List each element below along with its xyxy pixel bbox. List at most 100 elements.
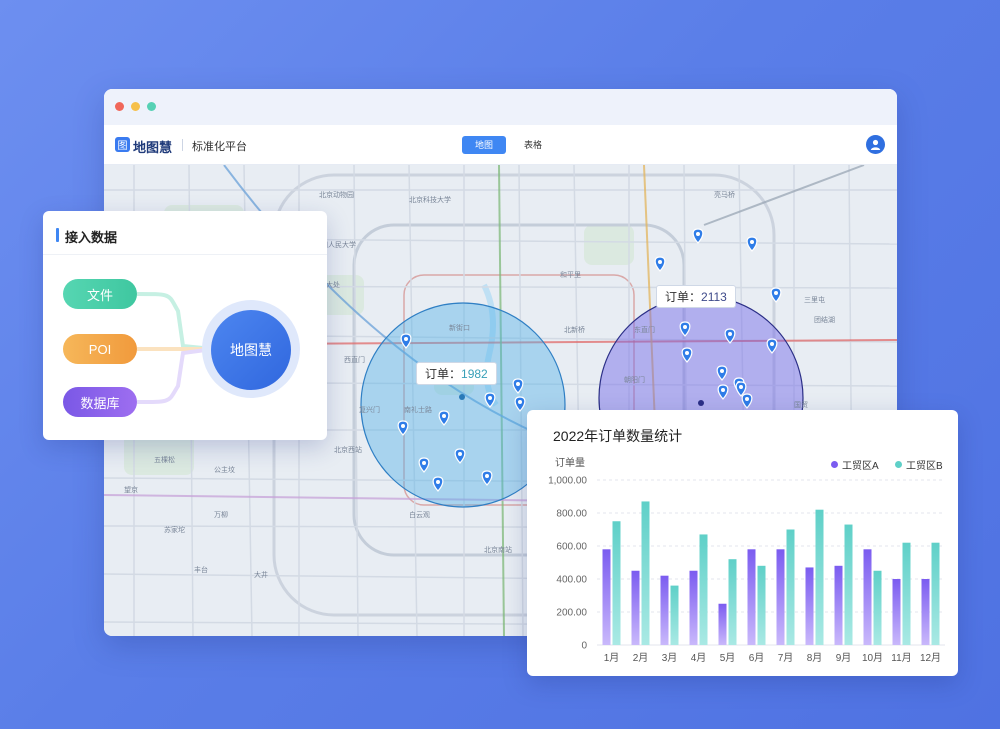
- bar-series-b[interactable]: [670, 585, 679, 645]
- map-pin-icon[interactable]: [692, 228, 704, 244]
- map-place-label: 公主坟: [214, 467, 235, 474]
- map-pin-icon[interactable]: [654, 256, 666, 272]
- x-tick-label: 8月: [807, 652, 823, 664]
- map-place-label: 丰台: [194, 567, 208, 574]
- map-pin-icon[interactable]: [735, 381, 747, 397]
- x-tick-label: 3月: [662, 652, 678, 664]
- source-poi-button[interactable]: POI: [63, 334, 137, 364]
- chart-title: 2022年订单数量统计: [553, 428, 683, 444]
- map-pin-icon[interactable]: [432, 476, 444, 492]
- legend-series-b[interactable]: 工贸区B: [895, 457, 943, 472]
- bar-series-b[interactable]: [757, 565, 766, 645]
- bar-series-b[interactable]: [612, 521, 621, 645]
- map-place-label: 西直门: [344, 357, 365, 364]
- map-place-label: 南礼士路: [404, 407, 432, 414]
- brand-name: 地图慧: [133, 140, 173, 155]
- map-pin-icon[interactable]: [454, 448, 466, 464]
- map-pin-icon[interactable]: [400, 333, 412, 349]
- source-file-button[interactable]: 文件: [63, 279, 137, 309]
- map-place-label: 团结湖: [814, 317, 835, 324]
- minimize-window-button[interactable]: [131, 102, 140, 111]
- map-place-label: 苏家坨: [164, 527, 185, 534]
- map-place-label: 国贸: [794, 402, 808, 409]
- map-pin-icon[interactable]: [716, 365, 728, 381]
- tab-table[interactable]: 表格: [524, 140, 543, 150]
- header-divider: [182, 139, 183, 151]
- map-pin-icon[interactable]: [770, 287, 782, 303]
- bar-series-a[interactable]: [689, 570, 698, 645]
- map-pin-icon[interactable]: [514, 396, 526, 412]
- map-pin-icon[interactable]: [397, 420, 409, 436]
- bar-series-a[interactable]: [921, 579, 930, 645]
- source-database-button[interactable]: 数据库: [63, 387, 137, 417]
- legend-swatch-b: [895, 461, 902, 468]
- map-place-label: 大井: [254, 572, 268, 579]
- title-accent-bar: [56, 228, 59, 242]
- bar-series-a[interactable]: [805, 567, 814, 645]
- map-pin-icon[interactable]: [679, 321, 691, 337]
- map-pin-icon[interactable]: [746, 236, 758, 252]
- bar-series-b[interactable]: [699, 534, 708, 645]
- order-label-text: 订单：: [665, 290, 702, 304]
- bar-series-a[interactable]: [660, 575, 669, 645]
- bar-series-b[interactable]: [728, 559, 737, 645]
- y-axis-label: 订单量: [555, 457, 585, 469]
- bar-series-b[interactable]: [786, 529, 795, 646]
- map-place-label: 白云观: [409, 512, 430, 519]
- bar-series-a[interactable]: [631, 570, 640, 645]
- x-tick-label: 6月: [749, 652, 765, 664]
- map-place-label: 中国人民大学: [314, 242, 356, 249]
- map-place-label: 北京科技大学: [409, 197, 451, 204]
- bar-series-a[interactable]: [863, 549, 872, 645]
- x-tick-label: 5月: [720, 652, 736, 664]
- y-tick-label: 400.00: [556, 575, 587, 586]
- bar-series-b[interactable]: [641, 501, 650, 645]
- cluster-1[interactable]: [360, 302, 566, 508]
- bar-series-a[interactable]: [776, 549, 785, 645]
- map-place-label: 和平里: [560, 272, 581, 279]
- user-avatar-icon[interactable]: [866, 135, 885, 154]
- order-label-cluster-2[interactable]: 订单：2113: [656, 285, 736, 308]
- bar-series-a[interactable]: [602, 549, 611, 645]
- y-tick-label: 0: [581, 641, 587, 652]
- map-pin-icon[interactable]: [741, 393, 753, 409]
- lake: [481, 283, 499, 407]
- map-place-label: 新街口: [449, 325, 470, 332]
- map-pin-icon[interactable]: [717, 384, 729, 400]
- app-header: 图 地图慧 标准化平台 地图 表格: [104, 125, 897, 165]
- bar-chart: 订单量 0 200.00 400.00 600.00 800.00 1,000.00 1月 2月…: [548, 457, 945, 664]
- map-pin-icon[interactable]: [766, 338, 778, 354]
- bar-series-a[interactable]: [892, 579, 901, 645]
- cluster-2-center: [698, 400, 704, 406]
- panel-title: 接入数据: [65, 230, 118, 245]
- legend-series-a[interactable]: 工贸区A: [831, 457, 879, 472]
- map-pin-icon[interactable]: [724, 328, 736, 344]
- y-tick-label: 1,000.00: [548, 476, 587, 487]
- map-place-label: 亮马桥: [714, 192, 735, 199]
- bar-series-b[interactable]: [873, 570, 882, 645]
- bar-series-a[interactable]: [834, 565, 843, 645]
- bar-series-b[interactable]: [931, 542, 940, 645]
- map-pin-icon[interactable]: [484, 392, 496, 408]
- map-pin-icon[interactable]: [681, 347, 693, 363]
- bar-series-a[interactable]: [718, 603, 727, 645]
- hub-node[interactable]: 地图慧: [211, 310, 291, 390]
- map-pin-icon[interactable]: [512, 378, 524, 394]
- map-pin-icon[interactable]: [438, 410, 450, 426]
- platform-name: 标准化平台: [192, 141, 247, 153]
- street: [353, 165, 359, 636]
- y-tick-label: 600.00: [556, 542, 587, 553]
- map-pin-icon[interactable]: [481, 470, 493, 486]
- tab-map[interactable]: 地图: [462, 136, 506, 154]
- bar-series-a[interactable]: [747, 549, 756, 645]
- cluster-1-area[interactable]: [360, 302, 566, 508]
- close-window-button[interactable]: [115, 102, 124, 111]
- map-place-label: 北京南站: [484, 547, 512, 554]
- bar-series-b[interactable]: [844, 524, 853, 645]
- bar-series-b[interactable]: [902, 542, 911, 645]
- map-pin-icon[interactable]: [418, 457, 430, 473]
- bar-series-b[interactable]: [815, 509, 824, 645]
- legend-label-b: 工贸区B: [906, 461, 943, 472]
- order-label-cluster-1[interactable]: 订单：1982: [416, 362, 497, 385]
- maximize-window-button[interactable]: [147, 102, 156, 111]
